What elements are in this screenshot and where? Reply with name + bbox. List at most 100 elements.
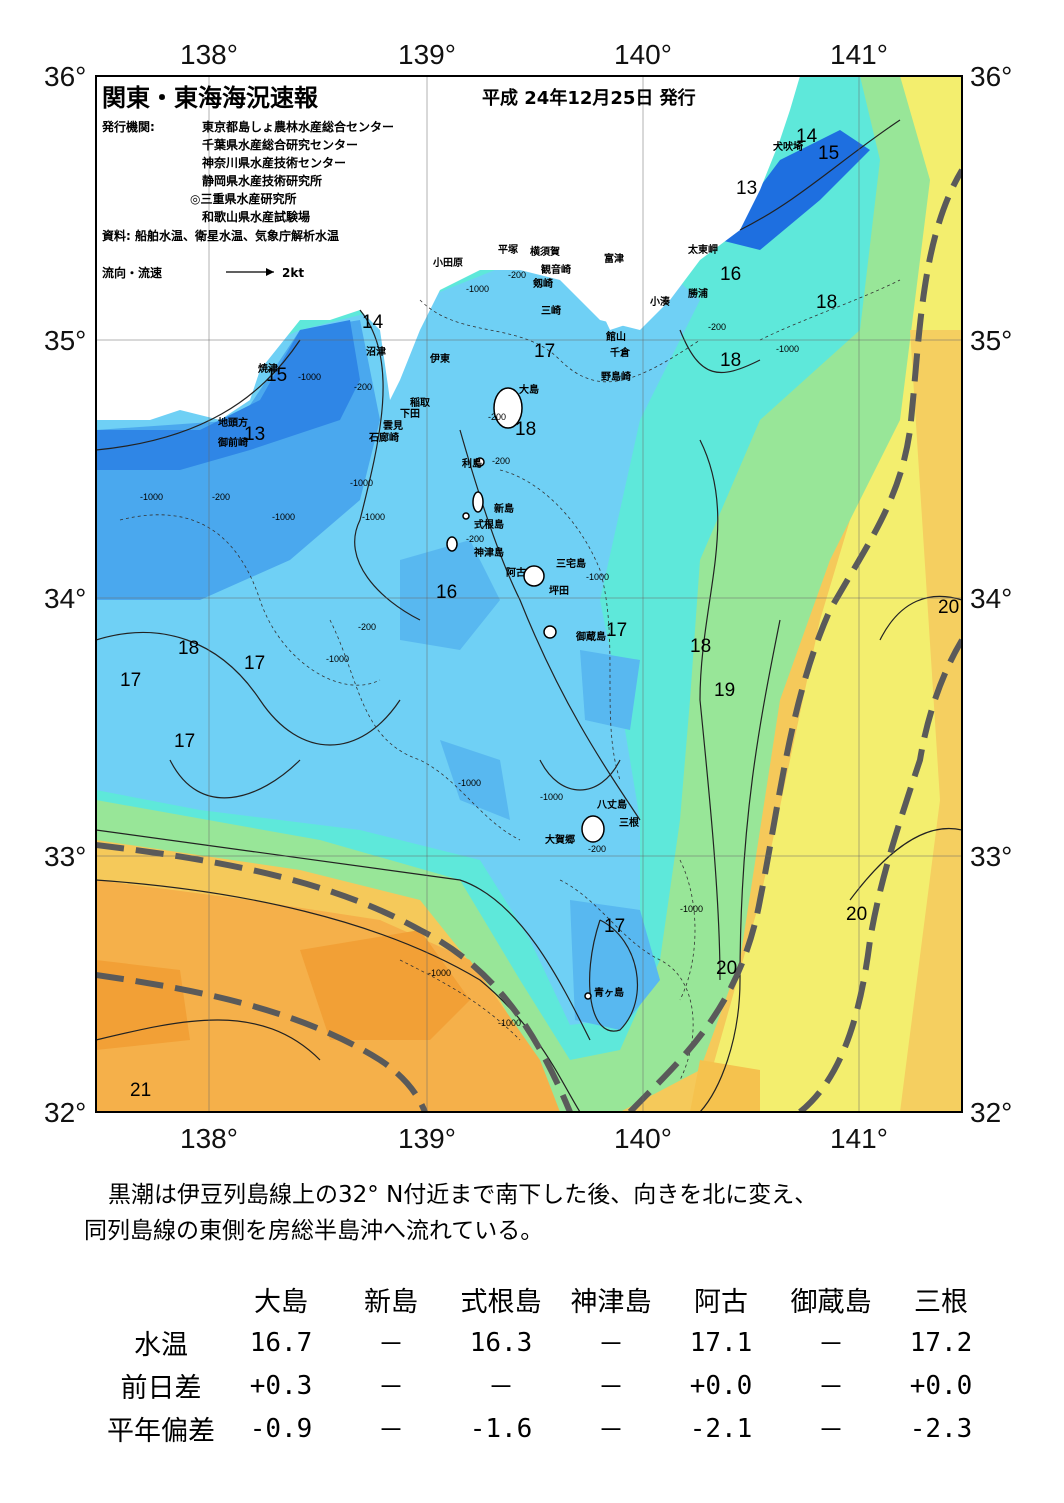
table-cell: 16.7 xyxy=(249,1327,313,1358)
map-title: 関東・東海海況速報 xyxy=(102,84,319,112)
toshima-island xyxy=(475,457,485,467)
lat-label: 33° xyxy=(44,841,86,872)
place-label: 千倉 xyxy=(610,346,631,359)
depth-label: -200 xyxy=(466,534,484,544)
place-label: 剱崎 xyxy=(532,277,553,290)
lon-label: 139° xyxy=(398,1123,456,1154)
temperature-label: 18 xyxy=(178,638,199,659)
issuer: 和歌山県水産試験場 xyxy=(201,209,310,224)
temperature-label: 17 xyxy=(534,341,555,362)
depth-label: -1000 xyxy=(776,344,799,354)
table-cell: +0.0 xyxy=(909,1370,973,1401)
place-label: 焼津 xyxy=(258,362,278,375)
place-label: 下田 xyxy=(400,408,420,420)
table-cell: -2.1 xyxy=(689,1413,753,1444)
temperature-label: 17 xyxy=(244,653,265,674)
table-cell: － xyxy=(377,1373,404,1403)
lon-label: 141° xyxy=(830,39,888,70)
kuroshio-axis xyxy=(96,168,962,1112)
temperature-label: 20 xyxy=(938,597,959,618)
place-label: 三崎 xyxy=(541,304,561,317)
summary-line: 黒潮は伊豆列島線上の32° N付近まで南下した後、向きを北に変え、 xyxy=(108,1182,818,1208)
depth-label: -200 xyxy=(588,844,606,854)
place-label: 勝浦 xyxy=(688,287,708,300)
longitude-labels-top: 138° 139° 140° 141° xyxy=(180,39,888,70)
table-cell: -1.6 xyxy=(469,1413,533,1444)
temperature-label: 17 xyxy=(120,670,141,691)
temperature-labels: 14 15 13 16 18 14 17 18 15 13 18 16 17 1… xyxy=(120,126,959,1101)
niijima-island xyxy=(472,491,484,513)
depth-label: -1000 xyxy=(458,778,481,788)
lon-label: 140° xyxy=(614,1123,672,1154)
depth-label: -1000 xyxy=(140,492,163,502)
temperature-label: 20 xyxy=(846,904,867,925)
temperature-label: 14 xyxy=(362,312,384,333)
place-label: 御前崎 xyxy=(217,436,248,449)
place-label: 大賀郷 xyxy=(545,833,575,846)
issuer-list: 東京都島しょ農林水産総合センター 千葉県水産総合研究センター 神奈川県水産技術セ… xyxy=(190,119,394,224)
depth-label: -1000 xyxy=(498,1018,521,1028)
mikurajima-island xyxy=(543,625,557,639)
temperature-label: 16 xyxy=(436,582,457,603)
sea-temperature-map: 138° 139° 140° 141° 138° 139° 140° 141° … xyxy=(44,39,1012,1154)
temperature-label: 18 xyxy=(515,419,536,440)
depth-label: -200 xyxy=(492,456,510,466)
lon-label: 141° xyxy=(830,1123,888,1154)
row-label: 前日差 xyxy=(120,1373,202,1404)
temperature-label: 15 xyxy=(818,143,839,164)
lat-label: 36° xyxy=(44,61,86,92)
temperature-label: 14 xyxy=(796,126,818,147)
observation-table: 大島 新島 式根島 神津島 阿古 御蔵島 三根 水温 16.7 － 16.3 －… xyxy=(96,1278,996,1450)
place-label: 富津 xyxy=(604,252,624,265)
aogashima-island xyxy=(584,992,592,1000)
islands xyxy=(446,387,605,1000)
temperature-label: 17 xyxy=(174,731,195,752)
place-label: 式根島 xyxy=(474,518,504,531)
arrow-head-icon xyxy=(266,268,274,276)
table-cell: － xyxy=(597,1416,624,1446)
lat-label: 33° xyxy=(970,841,1012,872)
lat-label: 32° xyxy=(44,1097,86,1128)
place-label: 雲見 xyxy=(383,420,403,432)
place-label: 利島 xyxy=(462,457,482,470)
depth-contours xyxy=(119,279,901,1081)
oshima-island xyxy=(493,387,523,429)
depth-label: -1000 xyxy=(428,968,451,978)
depth-label: -1000 xyxy=(326,654,349,664)
lat-label: 36° xyxy=(970,61,1012,92)
place-label: 青ヶ島 xyxy=(594,986,624,999)
table-header: 三根 xyxy=(914,1287,968,1318)
place-label: 稲取 xyxy=(410,396,431,409)
temperature-label: 13 xyxy=(244,424,265,445)
temperature-label: 18 xyxy=(690,636,711,657)
temperature-label: 20 xyxy=(716,958,737,979)
temperature-label: 19 xyxy=(714,680,735,701)
table-cell: － xyxy=(817,1330,844,1360)
depth-label: -1000 xyxy=(540,792,563,802)
table-row: 前日差 +0.3 － － － +0.0 － +0.0 xyxy=(96,1364,996,1407)
latitude-labels-right: 36° 35° 34° 33° 32° xyxy=(970,61,1012,1128)
place-label: 太東岬 xyxy=(687,243,718,256)
table-header: 阿古 xyxy=(694,1287,748,1318)
summary-line: 同列島線の東側を房総半島沖へ流れている。 xyxy=(84,1218,544,1244)
table-corner xyxy=(96,1278,226,1321)
issuer: ◎三重県水産研究所 xyxy=(190,191,296,206)
lon-label: 140° xyxy=(614,39,672,70)
table-header: 新島 xyxy=(364,1287,418,1318)
temperature-label: 13 xyxy=(736,178,757,199)
temperature-label: 17 xyxy=(604,916,625,937)
table-cell: +0.3 xyxy=(249,1370,313,1401)
flow-legend-speed: 2kt xyxy=(282,266,304,280)
table-row: 水温 16.7 － 16.3 － 17.1 － 17.2 xyxy=(96,1321,996,1364)
table-cell: -0.9 xyxy=(249,1413,313,1444)
depth-label: -1000 xyxy=(272,512,295,522)
table-header-row: 大島 新島 式根島 神津島 阿古 御蔵島 三根 xyxy=(96,1278,996,1321)
isotherm-lines xyxy=(96,119,962,1112)
lon-label: 138° xyxy=(180,39,238,70)
table-cell: +0.0 xyxy=(689,1370,753,1401)
issuer: 静岡県水産技術研究所 xyxy=(202,173,322,188)
table-header: 大島 xyxy=(254,1287,308,1318)
longitude-labels-bottom: 138° 139° 140° 141° xyxy=(180,1123,888,1154)
place-labels: 犬吠埼 太東岬 勝浦 小湊 富津 横須賀 平塚 観音崎 剱崎 三崎 小田原 館山… xyxy=(217,140,803,999)
row-label: 水温 xyxy=(134,1330,188,1361)
